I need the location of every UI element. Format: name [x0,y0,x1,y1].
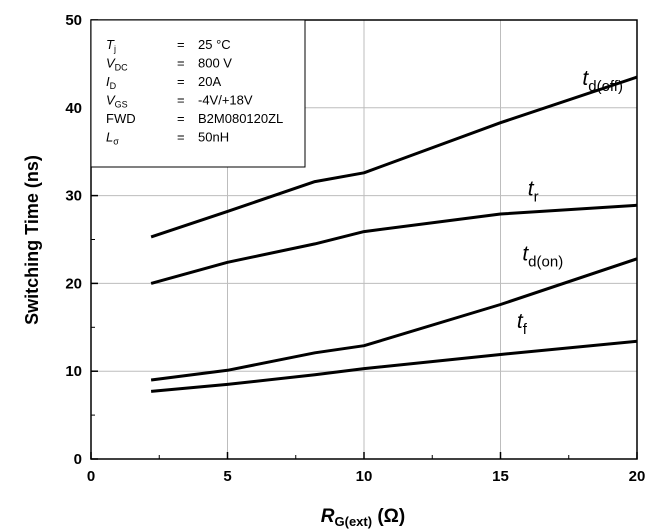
condition-label: Tj [106,37,116,54]
condition-equals: = [177,37,185,52]
x-tick-label: 10 [356,468,373,485]
condition-value: 800 V [198,56,232,71]
y-axis-title: Switching Time (ns) [22,155,42,325]
condition-equals: = [177,111,185,126]
condition-value: 50nH [198,130,229,145]
y-tick-label: 10 [65,363,82,380]
series-label-tf: tf [517,310,528,338]
condition-value: B2M080120ZL [198,111,283,126]
x-tick-label: 0 [87,468,95,485]
test-conditions-frame [90,19,306,168]
condition-equals: = [177,130,185,145]
condition-equals: = [177,93,185,108]
condition-value: 20A [198,74,221,89]
condition-label: Lσ [106,130,119,147]
condition-value: -4V/+18V [198,93,253,108]
plot-lines [150,75,638,393]
series-label-tr: tr [528,178,539,206]
x-tick-label: 20 [629,468,646,485]
y-tick-label: 40 [65,100,82,117]
condition-equals: = [177,74,185,89]
condition-label: FWD [106,111,136,126]
x-tick-label: 5 [223,468,231,485]
condition-value: 25 °C [198,37,231,52]
series-line-tdon [150,257,638,382]
series-label-tdon: td(on) [522,243,563,271]
y-tick-label: 20 [65,275,82,292]
condition-label: ID [106,74,117,91]
x-tick-label: 15 [492,468,509,485]
y-tick-label: 0 [74,451,82,468]
series-line-tf [150,339,638,393]
series-label-tdoff: td(off) [582,67,623,95]
x-tick-labels: 0 5 10 15 20 [87,468,646,485]
series-line-tdoff [150,75,638,239]
x-axis-title: RG(ext) (Ω) [321,506,405,529]
condition-equals: = [177,56,185,71]
y-tick-label: 30 [65,188,82,205]
y-tick-labels: 0 10 20 30 40 50 [65,12,82,468]
condition-label: VGS [106,93,128,110]
series-labels: td(off) tr td(on) tf [517,67,623,338]
test-conditions-box: Tj = 25 °C VDC = 800 V ID = 20A VGS = -4V/+18V FWD = B… [90,19,306,168]
condition-label: VDC [106,56,128,73]
y-tick-label: 50 [65,12,82,29]
series-line-tr [150,203,638,285]
